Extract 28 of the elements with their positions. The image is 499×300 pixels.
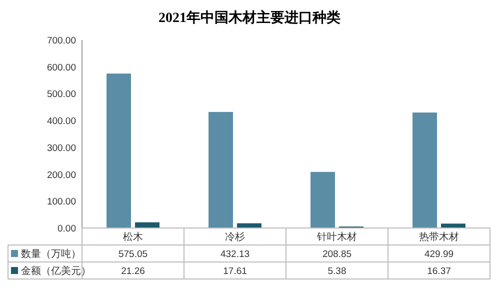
- data-label: 432.13: [220, 249, 250, 260]
- bar: [106, 74, 131, 228]
- bar: [412, 112, 437, 228]
- y-tick-label: 100.00: [46, 196, 76, 208]
- legend-label: 金额（亿美元）: [21, 265, 91, 277]
- y-tick-label: 700.00: [46, 36, 76, 46]
- y-tick-label: 500.00: [46, 89, 76, 100]
- y-tick-label: 300.00: [46, 142, 76, 154]
- data-label: 429.99: [424, 249, 454, 260]
- data-label: 575.05: [118, 249, 148, 260]
- x-tick-label: 热带木材: [419, 231, 459, 243]
- chart-title: 2021年中国木材主要进口种类: [158, 9, 340, 26]
- bar: [310, 172, 335, 228]
- x-tick-label: 冷杉: [225, 231, 245, 243]
- bar: [208, 112, 233, 228]
- data-label: 208.85: [322, 249, 352, 260]
- legend-label: 数量（万吨）: [21, 248, 81, 260]
- y-tick-label: 400.00: [46, 116, 76, 128]
- data-label: 21.26: [121, 266, 145, 277]
- data-label: 5.38: [328, 266, 346, 277]
- x-tick-label: 松木: [123, 231, 143, 243]
- x-tick-label: 针叶木材: [316, 231, 357, 243]
- data-label: 17.61: [223, 266, 247, 277]
- data-label: 16.37: [427, 266, 451, 277]
- y-tick-label: 600.00: [46, 62, 76, 74]
- bar: [441, 224, 466, 228]
- y-tick-label: 0.00: [58, 224, 76, 234]
- y-tick-label: 200.00: [46, 170, 76, 181]
